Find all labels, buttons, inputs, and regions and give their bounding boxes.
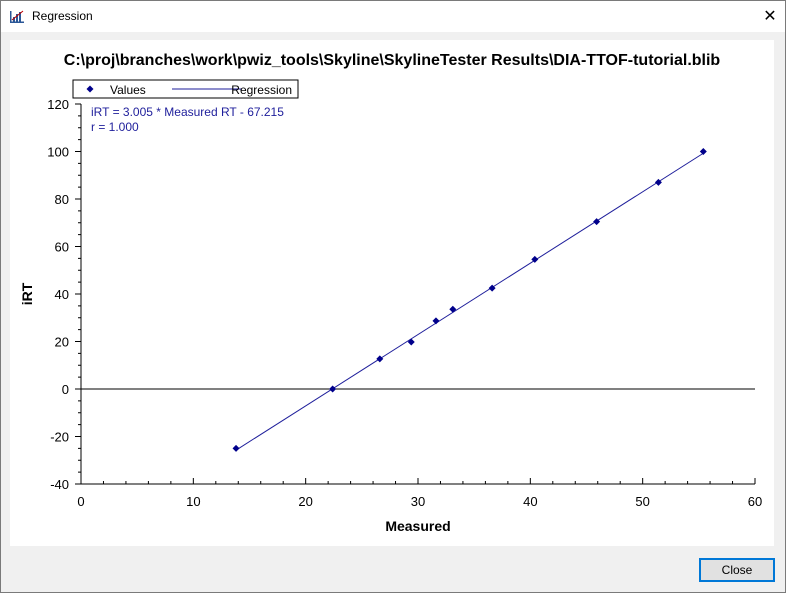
regression-line: [235, 152, 704, 451]
y-tick-label: 80: [55, 192, 69, 207]
data-point: [376, 355, 384, 363]
data-point: [488, 284, 496, 292]
data-point: [654, 178, 662, 186]
y-tick-label: 120: [47, 97, 69, 112]
legend: Values Regression: [72, 79, 299, 99]
regression-equation: iRT = 3.005 * Measured RT - 67.215: [91, 105, 284, 119]
x-tick-label: 0: [77, 494, 84, 509]
axis-ticks: [75, 103, 756, 485]
correlation-coefficient: r = 1.000: [91, 120, 139, 134]
x-tick-label: 30: [411, 494, 425, 509]
scatter-chart: C:\proj\branches\work\pwiz_tools\Skyline…: [19, 52, 762, 534]
legend-values-marker: [86, 85, 94, 93]
x-tick-label: 40: [523, 494, 537, 509]
data-point: [699, 148, 707, 155]
x-tick-label: 60: [748, 494, 762, 509]
data-point: [593, 218, 601, 226]
x-axis-label: Measured: [385, 518, 450, 534]
legend-regression-label: Regression: [231, 83, 292, 97]
x-tick-label: 20: [298, 494, 312, 509]
data-point: [531, 255, 539, 263]
data-point: [232, 444, 240, 452]
tick-labels: 0 10 20 30 40 50 60 -40 -20 0 20 40 60 80 100 120: [47, 97, 762, 509]
data-points: [232, 148, 707, 452]
data-point: [449, 305, 457, 313]
close-x-icon: ✕: [763, 8, 777, 25]
regression-chart-icon: [10, 10, 24, 23]
close-window-button[interactable]: ✕: [755, 5, 785, 29]
y-tick-label: 40: [55, 287, 69, 302]
y-axis-label: iRT: [19, 282, 35, 305]
y-tick-label: 20: [55, 335, 69, 350]
y-tick-label: 0: [62, 382, 69, 397]
title-bar: Regression ✕: [1, 1, 785, 32]
y-tick-label: -20: [50, 430, 69, 445]
y-tick-label: -40: [50, 477, 69, 492]
y-tick-label: 60: [55, 240, 69, 255]
x-tick-label: 10: [186, 494, 200, 509]
plot-panel: C:\proj\branches\work\pwiz_tools\Skyline…: [10, 40, 774, 546]
data-point: [432, 317, 440, 325]
chart-title: C:\proj\branches\work\pwiz_tools\Skyline…: [64, 52, 721, 69]
x-tick-label: 50: [635, 494, 649, 509]
data-point: [329, 385, 337, 393]
legend-values-label: Values: [110, 83, 146, 97]
window-title: Regression: [32, 9, 93, 23]
axes: [80, 104, 755, 485]
data-point: [407, 338, 415, 346]
close-button[interactable]: Close: [699, 558, 775, 582]
y-tick-label: 100: [47, 145, 69, 160]
